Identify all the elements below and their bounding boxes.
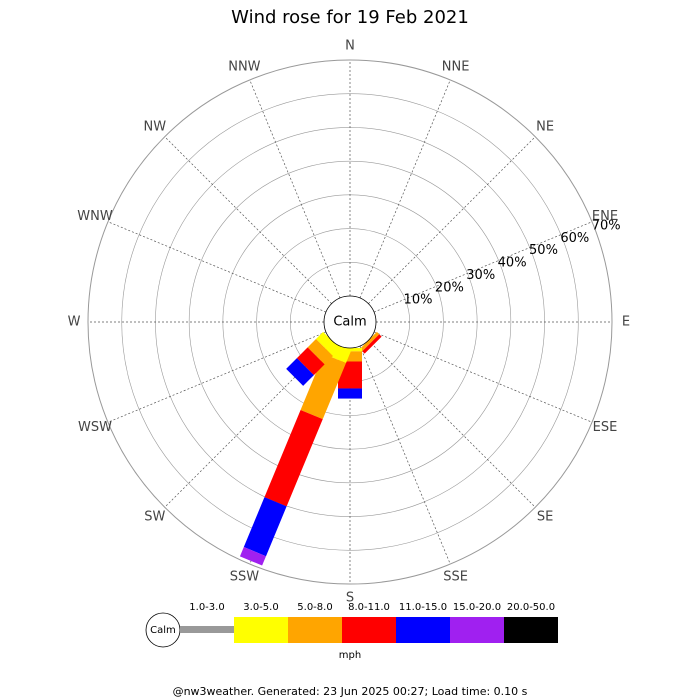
direction-label: WSW bbox=[78, 420, 112, 435]
direction-label: N bbox=[345, 39, 355, 54]
rose-bar bbox=[296, 347, 325, 376]
r-tick-label: 20% bbox=[435, 280, 464, 295]
chart-title: Wind rose for 19 Feb 2021 bbox=[231, 7, 469, 28]
direction-label: NNE bbox=[442, 60, 470, 75]
spoke bbox=[164, 340, 332, 508]
spoke bbox=[373, 221, 593, 313]
direction-label: NNW bbox=[228, 60, 260, 75]
spoke bbox=[359, 79, 451, 299]
direction-label: NW bbox=[144, 119, 167, 134]
legend-label: 1.0-3.0 bbox=[189, 602, 224, 613]
r-tick-label: 60% bbox=[560, 231, 589, 246]
r-tick-label: 30% bbox=[466, 268, 495, 283]
direction-label: ENE bbox=[592, 209, 618, 224]
rose-bar bbox=[264, 409, 323, 507]
rose-bar bbox=[338, 348, 362, 352]
legend-unit: mph bbox=[339, 650, 361, 661]
calm-label: Calm bbox=[333, 315, 366, 330]
legend-label: 11.0-15.0 bbox=[399, 602, 447, 613]
spoke bbox=[107, 331, 327, 423]
legend-label: 20.0-50.0 bbox=[507, 602, 555, 613]
legend-swatch bbox=[234, 617, 288, 643]
spoke bbox=[368, 136, 536, 304]
legend-label: 8.0-11.0 bbox=[348, 602, 390, 613]
spoke bbox=[164, 136, 332, 304]
direction-label: SSE bbox=[443, 569, 468, 584]
grid-ring bbox=[188, 160, 512, 484]
r-tick-label: 70% bbox=[592, 218, 621, 233]
direction-label: SE bbox=[537, 510, 553, 525]
direction-label: SW bbox=[144, 510, 165, 525]
legend-swatch bbox=[450, 617, 504, 643]
direction-label: WNW bbox=[77, 209, 113, 224]
direction-label: S bbox=[346, 591, 354, 606]
legend-swatch bbox=[504, 617, 558, 643]
legend-swatch bbox=[180, 626, 234, 633]
spoke bbox=[107, 221, 327, 313]
r-tick-label: 10% bbox=[404, 293, 433, 308]
rose-bar bbox=[307, 339, 333, 365]
legend-calm-label: Calm bbox=[150, 625, 176, 636]
direction-label: E bbox=[622, 315, 630, 330]
grid-ring bbox=[87, 59, 613, 585]
direction-label: W bbox=[68, 315, 81, 330]
spoke bbox=[368, 340, 536, 508]
rose-bar bbox=[362, 334, 382, 354]
spoke bbox=[249, 79, 341, 299]
spoke bbox=[359, 345, 451, 565]
rose-bar bbox=[243, 497, 287, 557]
calm-circle bbox=[323, 295, 377, 349]
legend-label: 3.0-5.0 bbox=[243, 602, 278, 613]
legend-swatch bbox=[288, 617, 342, 643]
direction-label: NE bbox=[536, 119, 554, 134]
rose-bar bbox=[300, 353, 346, 420]
rose-bar bbox=[315, 331, 341, 357]
rose-bar bbox=[286, 358, 314, 386]
rose-bar bbox=[338, 388, 362, 399]
legend-label: 15.0-20.0 bbox=[453, 602, 501, 613]
spoke bbox=[373, 331, 593, 423]
direction-label: ESE bbox=[593, 420, 618, 435]
rose-bar bbox=[359, 331, 380, 352]
rose-bar bbox=[239, 547, 266, 566]
grid-ring bbox=[121, 93, 579, 551]
r-tick-label: 50% bbox=[529, 243, 558, 258]
r-tick-label: 40% bbox=[498, 256, 527, 271]
footer: @nw3weather. Generated: 23 Jun 2025 00:2… bbox=[173, 685, 528, 698]
direction-label: SSW bbox=[230, 569, 260, 584]
legend-label: 5.0-8.0 bbox=[297, 602, 332, 613]
grid-ring bbox=[256, 228, 444, 416]
rose-bar bbox=[338, 351, 362, 362]
legend-swatch bbox=[342, 617, 396, 643]
legend-swatch bbox=[396, 617, 450, 643]
